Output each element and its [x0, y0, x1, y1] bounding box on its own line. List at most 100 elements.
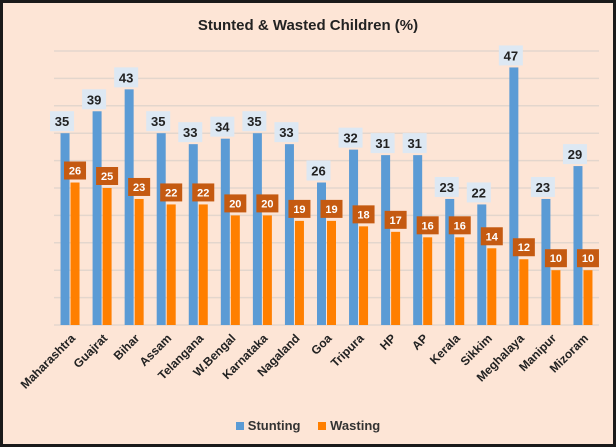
- data-label-bg-stunting: [370, 133, 395, 154]
- data-label-stunting: 35: [151, 114, 165, 129]
- data-label-bg-stunting: [306, 160, 331, 181]
- data-label-stunting: 33: [279, 125, 293, 140]
- data-label-wasting: 22: [165, 187, 177, 199]
- data-label-bg-wasting: [416, 216, 439, 235]
- data-label-stunting: 29: [568, 147, 582, 162]
- bar-stunting: [413, 155, 423, 325]
- data-label-bg-stunting: [274, 122, 299, 143]
- bar-wasting: [583, 270, 593, 325]
- data-label-bg-stunting: [146, 111, 171, 132]
- data-label-stunting: 23: [440, 180, 454, 195]
- data-label-bg-wasting: [64, 161, 87, 180]
- chart-svg: 3526Maharashtra3925Guajrat4323Bihar3522A…: [18, 45, 599, 392]
- legend-item-stunting: Stunting: [235, 418, 301, 433]
- data-label-stunting: 43: [119, 70, 133, 85]
- bar-wasting: [198, 204, 208, 325]
- data-label-wasting: 25: [101, 171, 113, 183]
- legend-item-wasting: Wasting: [318, 418, 380, 433]
- data-label-bg-stunting: [50, 111, 75, 132]
- bar-wasting: [519, 259, 529, 325]
- x-tick-label: Goa: [308, 331, 335, 358]
- bar-wasting: [327, 220, 336, 325]
- data-label-bg-wasting: [576, 249, 599, 268]
- bar-stunting: [573, 166, 583, 325]
- bar-stunting: [284, 144, 294, 325]
- data-label-stunting: 31: [375, 136, 389, 151]
- bar-wasting: [294, 220, 304, 325]
- data-label-wasting: 20: [261, 198, 273, 210]
- data-label-stunting: 26: [311, 164, 325, 179]
- bar-stunting: [92, 111, 102, 325]
- bar-wasting: [551, 270, 561, 325]
- x-tick-label: Tripura: [328, 331, 367, 370]
- bar-wasting: [102, 188, 112, 325]
- data-label-wasting: 22: [197, 187, 209, 199]
- bar-stunting: [220, 138, 230, 325]
- bar-stunting: [60, 133, 70, 325]
- data-label-bg-wasting: [96, 167, 119, 185]
- data-label-bg-wasting: [288, 199, 311, 218]
- data-label-stunting: 32: [343, 131, 357, 146]
- data-label-bg-wasting: [160, 183, 183, 202]
- data-label-stunting: 33: [183, 125, 197, 140]
- x-tick-label: Maharashtra: [18, 331, 79, 392]
- bar-wasting: [455, 237, 465, 325]
- bar-stunting: [445, 198, 455, 325]
- legend-swatch-stunting: [235, 422, 244, 430]
- data-label-bg-wasting: [480, 227, 503, 246]
- bar-stunting: [381, 155, 391, 325]
- data-label-bg-wasting: [256, 194, 279, 213]
- data-label-bg-stunting: [242, 111, 267, 132]
- data-label-bg-stunting: [82, 89, 107, 110]
- legend-swatch-wasting: [318, 422, 327, 430]
- bar-wasting: [391, 231, 401, 325]
- data-label-wasting: 12: [518, 242, 530, 254]
- legend-label-stunting: Stunting: [247, 418, 301, 433]
- data-label-wasting: 23: [133, 182, 145, 194]
- data-label-wasting: 14: [486, 231, 499, 243]
- data-label-bg-stunting: [178, 122, 203, 143]
- bar-wasting: [423, 237, 433, 325]
- data-label-bg-wasting: [384, 210, 407, 229]
- data-label-wasting: 17: [389, 215, 401, 227]
- data-label-wasting: 10: [550, 253, 562, 265]
- bar-stunting: [477, 204, 487, 325]
- data-label-wasting: 19: [325, 204, 337, 216]
- data-label-stunting: 22: [472, 185, 486, 200]
- data-label-bg-stunting: [338, 127, 363, 148]
- bar-stunting: [188, 144, 198, 325]
- data-label-wasting: 16: [454, 220, 466, 232]
- bar-wasting: [487, 248, 497, 325]
- bar-stunting: [317, 182, 326, 325]
- data-label-stunting: 47: [504, 48, 518, 63]
- x-tick-label: AP: [409, 331, 431, 353]
- bar-wasting: [359, 226, 369, 325]
- data-label-bg-stunting: [210, 116, 235, 137]
- data-label-stunting: 31: [407, 136, 421, 151]
- data-label-bg-stunting: [114, 67, 139, 88]
- data-label-bg-wasting: [512, 238, 535, 257]
- data-label-stunting: 34: [215, 120, 230, 135]
- data-label-wasting: 16: [422, 220, 434, 232]
- x-tick-label: Kerala: [427, 331, 463, 367]
- x-tick-label: Guajrat: [71, 331, 111, 371]
- data-label-bg-stunting: [498, 45, 523, 66]
- data-label-bg-wasting: [448, 216, 471, 235]
- data-label-bg-stunting: [402, 133, 427, 154]
- data-label-wasting: 18: [357, 209, 369, 221]
- legend-label-wasting: Wasting: [330, 418, 381, 433]
- data-label-wasting: 19: [293, 204, 305, 216]
- data-label-stunting: 35: [247, 114, 261, 129]
- data-label-bg-wasting: [544, 249, 567, 268]
- bar-wasting: [262, 215, 272, 325]
- bar-stunting: [252, 133, 262, 325]
- bar-wasting: [230, 215, 240, 325]
- data-label-bg-wasting: [224, 194, 247, 213]
- data-label-bg-stunting: [434, 176, 459, 197]
- legend: Stunting Wasting: [3, 418, 613, 433]
- data-label-bg-wasting: [128, 177, 151, 196]
- bar-wasting: [70, 182, 80, 325]
- data-label-wasting: 10: [582, 253, 594, 265]
- data-label-wasting: 20: [229, 198, 241, 210]
